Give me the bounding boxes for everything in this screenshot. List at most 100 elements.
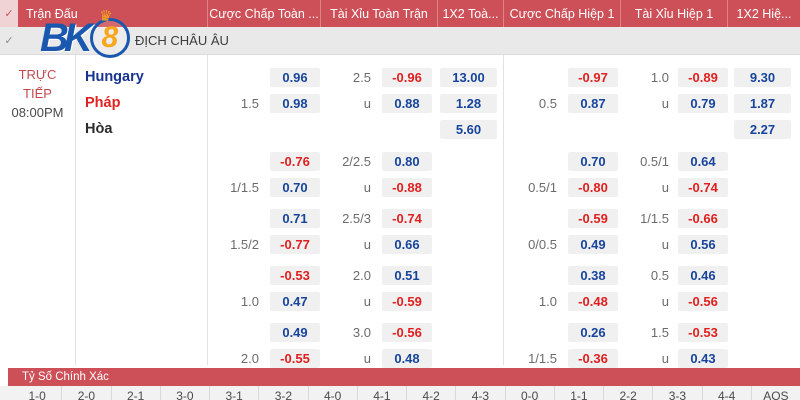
score-option-4-0[interactable]: 4-0: [307, 386, 357, 400]
1x2-cell: 13.00: [434, 64, 503, 90]
odds-value[interactable]: 0.70: [270, 177, 320, 197]
odds-value[interactable]: 0.66: [382, 234, 432, 254]
odds-value[interactable]: -0.74: [678, 177, 728, 197]
league-row[interactable]: ✓ ĐỊCH CHÂU ÂU: [0, 27, 800, 55]
odds-value[interactable]: 0.56: [678, 234, 728, 254]
odds-value[interactable]: -0.97: [568, 67, 618, 87]
score-option-2-0[interactable]: 2-0: [61, 386, 110, 400]
score-option-2-2[interactable]: 2-2: [603, 386, 652, 400]
handicap-line: [503, 116, 566, 142]
handicap-line: [503, 148, 566, 174]
odds-value[interactable]: 0.96: [270, 67, 320, 87]
odds-value[interactable]: 0.70: [568, 151, 618, 171]
1x2-cell: 2.27: [728, 116, 797, 142]
bk8-logo-text: BK: [40, 16, 93, 60]
odds-value[interactable]: 2.27: [734, 119, 791, 139]
1x2-cell: [728, 148, 797, 174]
score-option-4-2[interactable]: 4-2: [406, 386, 455, 400]
odds-value[interactable]: 0.64: [678, 151, 728, 171]
odds-value[interactable]: 0.43: [678, 348, 728, 368]
odds-value[interactable]: -0.53: [678, 322, 728, 342]
odds-value[interactable]: -0.48: [568, 291, 618, 311]
odds-cell: 0.26: [566, 319, 620, 345]
odds-value[interactable]: -0.66: [678, 208, 728, 228]
odds-value[interactable]: 0.71: [270, 208, 320, 228]
odds-value[interactable]: 0.49: [270, 322, 320, 342]
odds-value[interactable]: 0.79: [678, 93, 728, 113]
score-option-4-1[interactable]: 4-1: [356, 386, 406, 400]
score-option-2-1[interactable]: 2-1: [110, 386, 160, 400]
odds-value[interactable]: 0.48: [382, 348, 432, 368]
odds-value[interactable]: 0.98: [270, 93, 320, 113]
bk8-logo-eight: 8: [101, 21, 119, 54]
odds-value[interactable]: 1.28: [440, 93, 497, 113]
odds-value[interactable]: 0.51: [382, 265, 432, 285]
1x2-cell: [434, 174, 503, 200]
score-option-3-1[interactable]: 3-1: [209, 386, 258, 400]
score-option-3-3[interactable]: 3-3: [652, 386, 701, 400]
score-option-4-3[interactable]: 4-3: [455, 386, 504, 400]
odds-row: 2.0 -0.55 u 0.48 1/1.5 -0.36 u 0.43: [207, 345, 800, 371]
header-column-3: 1X2 Toà...: [437, 0, 503, 27]
odds-value[interactable]: 0.87: [568, 93, 618, 113]
odds-value[interactable]: -0.80: [568, 177, 618, 197]
odds-value[interactable]: 0.47: [270, 291, 320, 311]
odds-value[interactable]: 13.00: [440, 67, 497, 87]
odds-value[interactable]: 0.88: [382, 93, 432, 113]
score-option-1-1[interactable]: 1-1: [553, 386, 603, 400]
odds-value[interactable]: -0.74: [382, 208, 432, 228]
odds-value[interactable]: 0.49: [568, 234, 618, 254]
handicap-line: [207, 148, 268, 174]
odds-value[interactable]: -0.89: [678, 67, 728, 87]
odds-value[interactable]: 0.38: [568, 265, 618, 285]
live-label-line2: TIẾP: [23, 86, 52, 101]
odds-value[interactable]: -0.36: [568, 348, 618, 368]
odds-value[interactable]: -0.77: [270, 234, 320, 254]
handicap-line: [503, 64, 566, 90]
odds-cell: 0.47: [268, 288, 322, 314]
odds-value[interactable]: 0.26: [568, 322, 618, 342]
odds-value[interactable]: -0.55: [270, 348, 320, 368]
odds-value[interactable]: 9.30: [734, 67, 791, 87]
handicap-line: [503, 319, 566, 345]
match-status: TRỰC TIẾP 08:00PM: [0, 65, 75, 122]
1x2-cell: [434, 148, 503, 174]
odds-value[interactable]: -0.53: [270, 265, 320, 285]
odds-value[interactable]: 5.60: [440, 119, 497, 139]
odds-cell: 0.48: [380, 345, 434, 371]
odds-value[interactable]: -0.59: [568, 208, 618, 228]
odds-cell: [268, 116, 322, 142]
odds-value[interactable]: -0.88: [382, 177, 432, 197]
score-option-1-0[interactable]: 1-0: [28, 389, 46, 400]
live-label-line1: TRỰC: [18, 67, 57, 82]
odds-value[interactable]: 0.46: [678, 265, 728, 285]
odds-value[interactable]: -0.56: [382, 322, 432, 342]
odds-row: 0.71 2.5/3 -0.74 -0.59 1/1.5 -0.66: [207, 205, 800, 231]
handicap-line: 1/1.5: [640, 210, 669, 226]
odds-cell: 0.38: [566, 262, 620, 288]
1x2-cell: [728, 231, 797, 257]
1x2-cell: [434, 205, 503, 231]
score-option-3-0[interactable]: 3-0: [159, 386, 209, 400]
correct-score-left-spacer: [0, 386, 13, 400]
header-check-icon[interactable]: ✓: [0, 0, 18, 27]
score-option-3-2[interactable]: 3-2: [258, 386, 307, 400]
score-option-0-0[interactable]: 0-0: [504, 386, 554, 400]
score-option-aos[interactable]: AOS: [750, 386, 800, 400]
handicap-line: 0.5: [650, 267, 669, 283]
handicap-line: u: [363, 350, 371, 366]
odds-value[interactable]: 1.87: [734, 93, 791, 113]
odds-value[interactable]: -0.76: [270, 151, 320, 171]
draw-label: Hòa: [85, 121, 113, 137]
odds-cell: -0.59: [380, 288, 434, 314]
league-name: ĐỊCH CHÂU ÂU: [135, 33, 229, 48]
odds-value[interactable]: -0.59: [382, 291, 432, 311]
league-check-icon[interactable]: ✓: [4, 35, 14, 47]
odds-block-4: -0.53 2.0 0.51 0.38 0.5 0.46 1.0 0.47 u -0.59 1.0-…: [207, 262, 800, 314]
column-divider: [207, 55, 208, 365]
odds-value[interactable]: -0.56: [678, 291, 728, 311]
score-option-4-4[interactable]: 4-4: [701, 386, 751, 400]
odds-value[interactable]: -0.96: [382, 67, 432, 87]
handicap-line: [207, 116, 268, 142]
odds-value[interactable]: 0.80: [382, 151, 432, 171]
